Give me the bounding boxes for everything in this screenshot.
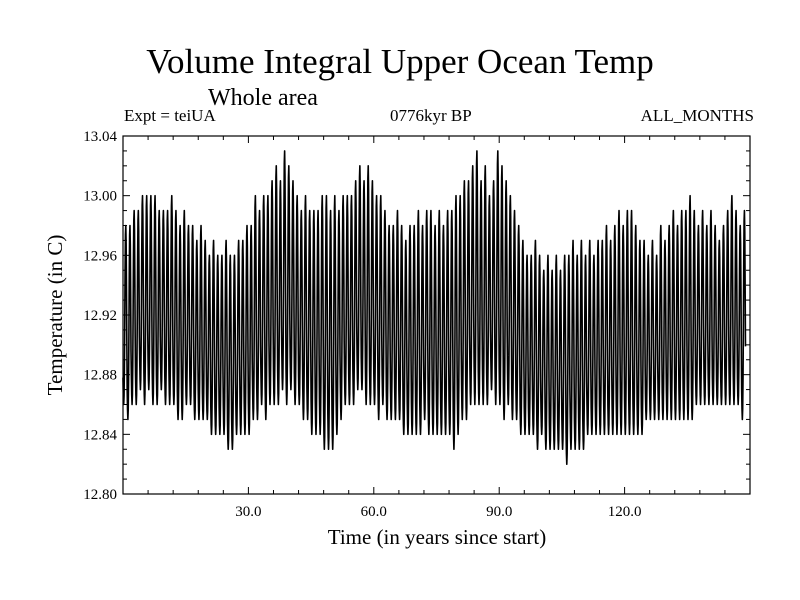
y-tick-label: 12.80 xyxy=(83,487,117,503)
x-tick-label: 120.0 xyxy=(608,504,642,520)
y-axis-label: Temperature (in C) xyxy=(43,235,67,396)
experiment-label: Expt = teiUA xyxy=(124,106,216,125)
y-tick-label: 12.92 xyxy=(83,308,117,324)
chart-subtitle: Whole area xyxy=(208,85,318,111)
y-tick-label: 12.84 xyxy=(83,427,117,443)
period-label: 0776kyr BP xyxy=(390,106,472,125)
tick-labels: 12.80 12.84 12.88 12.92 12.96 13.00 13.04 30.0 6… xyxy=(83,129,641,520)
y-tick-label: 12.88 xyxy=(83,368,117,384)
y-tick-label: 13.04 xyxy=(83,129,117,145)
x-tick-label: 90.0 xyxy=(486,504,512,520)
x-tick-label: 30.0 xyxy=(235,504,261,520)
y-tick-label: 13.00 xyxy=(83,189,117,205)
chart-title: Volume Integral Upper Ocean Temp xyxy=(146,42,654,81)
x-tick-label: 60.0 xyxy=(361,504,387,520)
months-label: ALL_MONTHS xyxy=(640,106,754,125)
x-axis-label: Time (in years since start) xyxy=(328,525,547,549)
plot-frame xyxy=(122,135,751,495)
series-layer xyxy=(122,150,747,465)
y-tick-label: 12.96 xyxy=(83,248,117,264)
series-line xyxy=(122,150,747,465)
